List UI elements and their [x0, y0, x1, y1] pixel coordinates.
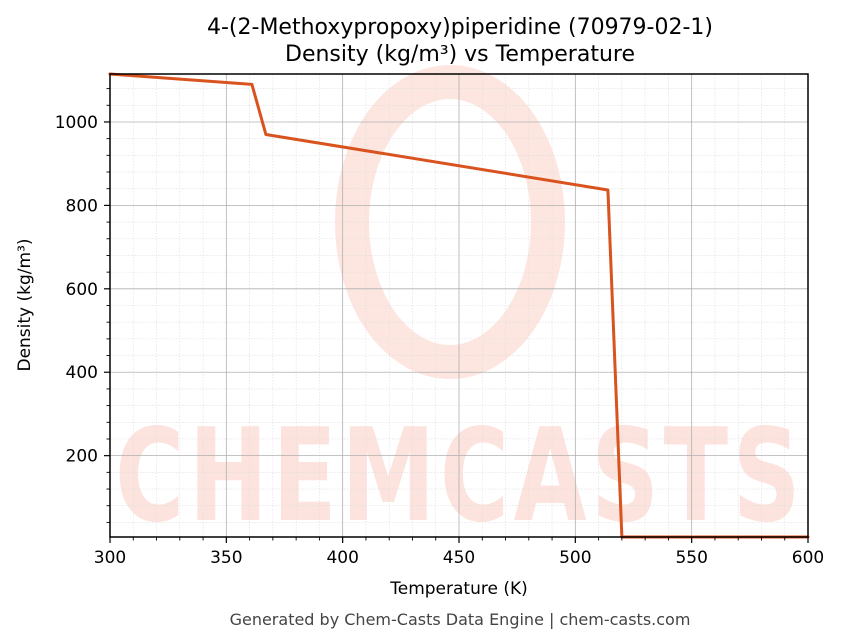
chemcasts-watermark: CHEMCASTS — [115, 65, 805, 551]
y-tick-label: 400 — [66, 363, 98, 383]
x-tick-label: 600 — [792, 548, 824, 568]
chart-title-line2: Density (kg/m³) vs Temperature — [285, 42, 635, 67]
x-tick-label: 400 — [326, 548, 358, 568]
footer-credit: Generated by Chem-Casts Data Engine | ch… — [230, 610, 691, 629]
y-axis-label: Density (kg/m³) — [15, 238, 35, 371]
x-axis-ticks: 300 350 400 450 500 550 600 — [94, 537, 824, 568]
y-axis-ticks: 200 400 600 800 1000 — [55, 88, 110, 523]
x-tick-label: 550 — [675, 548, 707, 568]
x-axis-label: Temperature (K) — [389, 579, 528, 599]
y-tick-label: 200 — [66, 447, 98, 467]
y-tick-label: 600 — [66, 280, 98, 300]
x-tick-label: 350 — [210, 548, 242, 568]
x-tick-label: 450 — [443, 548, 475, 568]
y-tick-label: 800 — [66, 196, 98, 216]
watermark-text: CHEMCASTS — [115, 402, 805, 551]
major-grid — [110, 74, 808, 537]
x-tick-label: 500 — [559, 548, 591, 568]
chart-title-line1: 4-(2-Methoxypropoxy)piperidine (70979-02… — [207, 15, 713, 40]
y-tick-label: 1000 — [55, 113, 98, 133]
x-tick-label: 300 — [94, 548, 126, 568]
